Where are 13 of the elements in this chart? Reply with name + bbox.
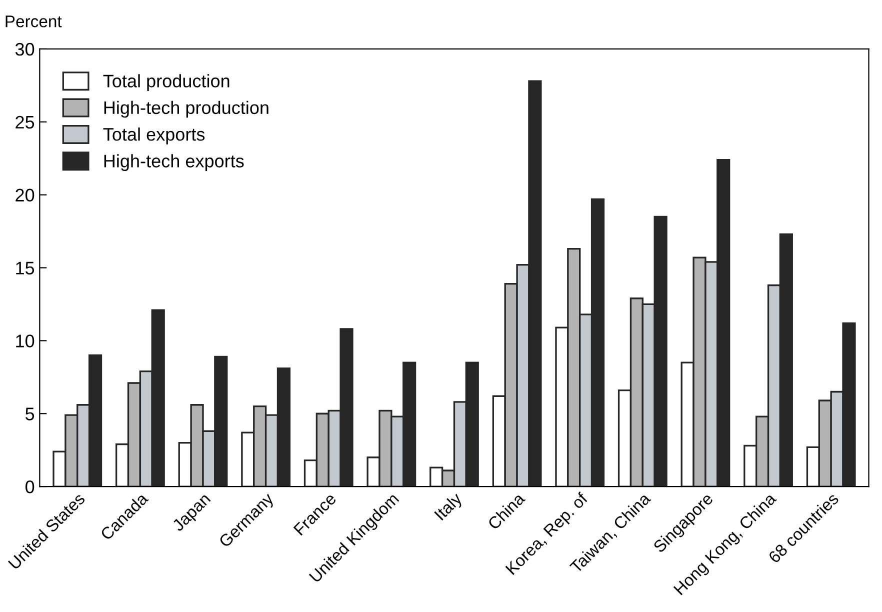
y-tick-label: 20 [16,188,34,202]
legend-label: Total exports [103,128,205,144]
y-tick-label: 30 [15,42,34,56]
y-tick-label: 25 [16,116,34,129]
legend-label: High-tech production [104,100,268,118]
y-tick-label: 15 [16,262,34,274]
y-tick-label: 10 [16,334,34,348]
y-tick-label: 0 [25,480,34,494]
legend-label: Total production [103,74,230,91]
x-tick-label: Italy [434,491,466,523]
legend-label: High-tech exports [104,154,244,172]
y-axis-title: Percent [6,16,62,28]
y-tick-label: 5 [26,408,34,420]
